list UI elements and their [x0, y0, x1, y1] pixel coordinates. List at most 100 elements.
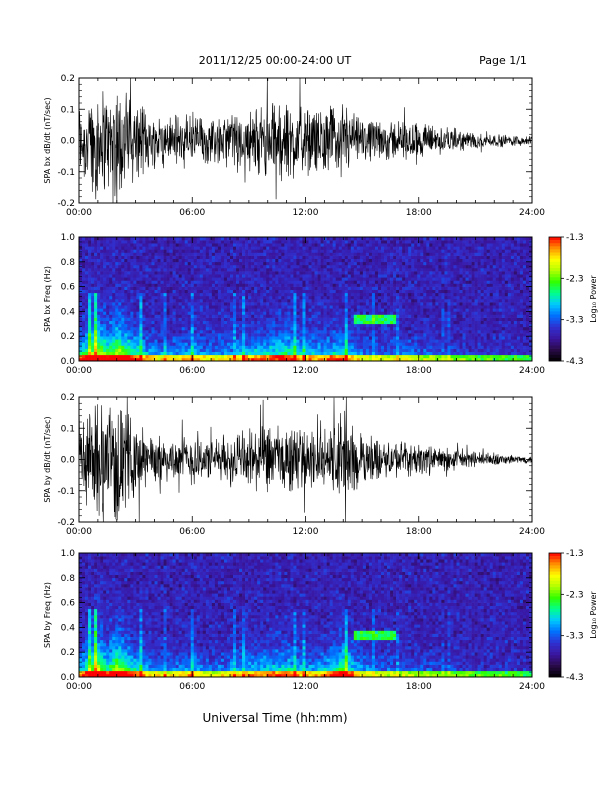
spectrogram-cell	[432, 265, 435, 268]
spectrogram-cell	[426, 324, 429, 327]
spectrogram-cell	[182, 330, 185, 333]
spectrogram-cell	[136, 299, 139, 302]
spectrogram-cell	[429, 346, 432, 349]
spectrogram-cell	[293, 330, 296, 333]
spectrogram-cell	[345, 284, 348, 287]
spectrogram-cell	[318, 280, 321, 283]
spectrogram-cell	[369, 315, 372, 318]
spectrogram-cell	[248, 253, 251, 256]
spectrogram-cell	[224, 240, 227, 243]
spectrogram-cell	[197, 302, 200, 305]
spectrogram-cell	[248, 318, 251, 321]
spectrogram-cell	[414, 336, 417, 339]
spectrogram-cell	[127, 274, 130, 277]
spectrogram-cell	[239, 321, 242, 324]
spectrogram-cell	[293, 327, 296, 330]
spectrogram-cell	[293, 290, 296, 293]
spectrogram-cell	[296, 249, 299, 252]
spectrogram-cell	[260, 346, 263, 349]
spectrogram-cell	[239, 259, 242, 262]
spectrogram-cell	[106, 333, 109, 336]
spectrogram-cell	[363, 249, 366, 252]
spectrogram-cell	[381, 253, 384, 256]
spectrogram-cell	[275, 293, 278, 296]
spectrogram-cell	[296, 305, 299, 308]
spectrogram-cell	[139, 280, 142, 283]
spectrogram-cell	[179, 280, 182, 283]
spectrogram-cell	[191, 299, 194, 302]
spectrogram-cell	[281, 243, 284, 246]
spectrogram-cell	[197, 305, 200, 308]
spectrogram-cell	[278, 265, 281, 268]
spectrogram-cell	[167, 346, 170, 349]
spectrogram-cell	[161, 299, 164, 302]
spectrogram-cell	[233, 352, 236, 355]
spectrogram-cell	[161, 342, 164, 345]
spectrogram-cell	[88, 249, 91, 252]
spectrogram-cell	[161, 262, 164, 265]
spectrogram-cell	[420, 321, 423, 324]
spectrogram-cell	[321, 318, 324, 321]
spectrogram-cell	[369, 333, 372, 336]
spectrogram-cell	[106, 237, 109, 240]
spectrogram-cell	[420, 265, 423, 268]
spectrogram-cell	[100, 352, 103, 355]
spectrogram-cell	[423, 293, 426, 296]
spectrogram-cell	[91, 336, 94, 339]
spectrogram-cell	[136, 237, 139, 240]
spectrogram-cell	[278, 243, 281, 246]
spectrogram-cell	[233, 246, 236, 249]
spectrogram-cell	[239, 290, 242, 293]
spectrogram-cell	[115, 268, 118, 271]
spectrogram-cell	[203, 256, 206, 259]
spectrogram-cell	[372, 284, 375, 287]
spectrogram-cell	[345, 327, 348, 330]
spectrogram-cell	[230, 333, 233, 336]
spectrogram-cell	[357, 299, 360, 302]
spectrogram-cell	[242, 346, 245, 349]
spectrogram-cell	[139, 249, 142, 252]
spectrogram-cell	[260, 237, 263, 240]
spectrogram-cell	[287, 246, 290, 249]
spectrogram-cell	[296, 355, 299, 358]
spectrogram-cell	[381, 355, 384, 358]
spectrogram-cell	[233, 240, 236, 243]
spectrogram-cell	[387, 240, 390, 243]
spectrogram-cell	[121, 339, 124, 342]
spectrogram-cell	[321, 274, 324, 277]
spectrogram-cell	[206, 355, 209, 358]
spectrogram-cell	[218, 240, 221, 243]
spectrogram-cell	[88, 308, 91, 311]
spectrogram-cell	[375, 333, 378, 336]
spectrogram-cell	[260, 355, 263, 358]
spectrogram-cell	[200, 339, 203, 342]
spectrogram-cell	[414, 321, 417, 324]
spectrogram-cell	[124, 262, 127, 265]
spectrogram-cell	[233, 315, 236, 318]
spectrogram-cell	[260, 259, 263, 262]
spectrogram-cell	[182, 299, 185, 302]
spectrogram-cell	[245, 253, 248, 256]
spectrogram-cell	[315, 287, 318, 290]
spectrogram-cell	[293, 346, 296, 349]
spectrogram-cell	[390, 315, 393, 318]
spectrogram-cell	[106, 308, 109, 311]
spectrogram-cell	[399, 271, 402, 274]
spectrogram-cell	[251, 268, 254, 271]
spectrogram-cell	[432, 237, 435, 240]
spectrogram-cell	[414, 268, 417, 271]
spectrogram-cell	[444, 346, 447, 349]
spectrogram-cell	[176, 287, 179, 290]
spectrogram-cell	[176, 311, 179, 314]
spectrogram-cell	[354, 256, 357, 259]
spectrogram-cell	[133, 349, 136, 352]
spectrogram-cell	[384, 243, 387, 246]
spectrogram-cell	[254, 262, 257, 265]
spectrogram-cell	[242, 311, 245, 314]
spectrogram-cell	[173, 321, 176, 324]
spectrogram-cell	[266, 346, 269, 349]
spectrogram-cell	[133, 352, 136, 355]
spectrogram-cell	[333, 290, 336, 293]
spectrogram-cell	[85, 352, 88, 355]
spectrogram-cell	[200, 262, 203, 265]
